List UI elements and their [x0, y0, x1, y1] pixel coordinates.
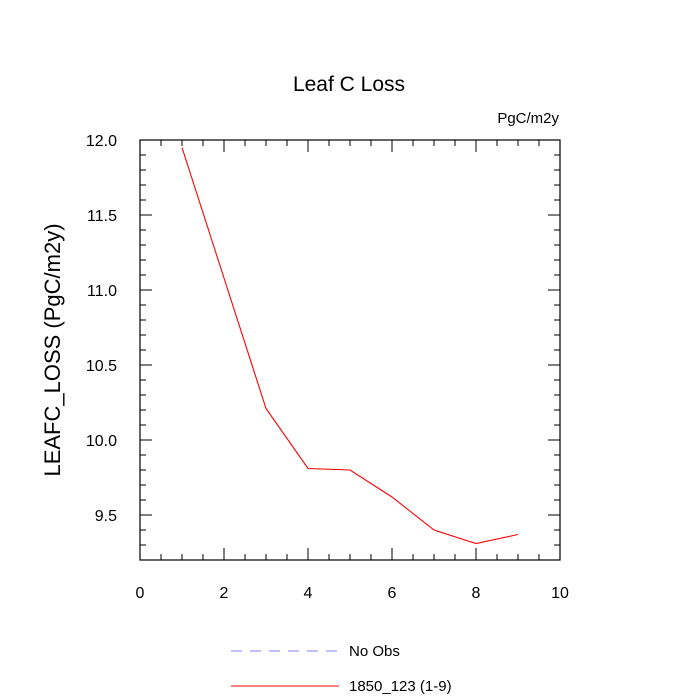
x-tick-label: 2: [220, 585, 229, 602]
x-tick-label: 6: [388, 585, 397, 602]
legend-label: No Obs: [349, 643, 400, 660]
x-tick-label: 0: [136, 585, 145, 602]
y-tick-label: 11.0: [87, 283, 117, 300]
plot-frame: [139, 139, 561, 561]
y-axis-label: LEAFC_LOSS (PgC/m2y): [40, 223, 65, 476]
chart-title: Leaf C Loss: [293, 73, 405, 96]
x-tick-label: 8: [472, 585, 481, 602]
legend-label: 1850_123 (1-9): [349, 678, 452, 695]
x-tick-label: 10: [551, 585, 569, 602]
y-tick-label: 10.5: [86, 358, 117, 375]
series-layer: [181, 147, 519, 545]
y-tick-label: 11.5: [87, 208, 117, 225]
y-tick-label: 9.5: [95, 508, 117, 525]
series-line: [181, 147, 519, 545]
axis-ticks: 0 2 4 6 8 10 9.5 10.0 10.5 11.0 11.5 12.0: [86, 133, 569, 602]
x-tick-label: 4: [304, 585, 313, 602]
y-tick-label: 12.0: [86, 133, 117, 150]
legend: No Obs 1850_123 (1-9): [231, 643, 452, 695]
units-label: PgC/m2y: [497, 110, 559, 127]
y-tick-label: 10.0: [86, 433, 117, 450]
